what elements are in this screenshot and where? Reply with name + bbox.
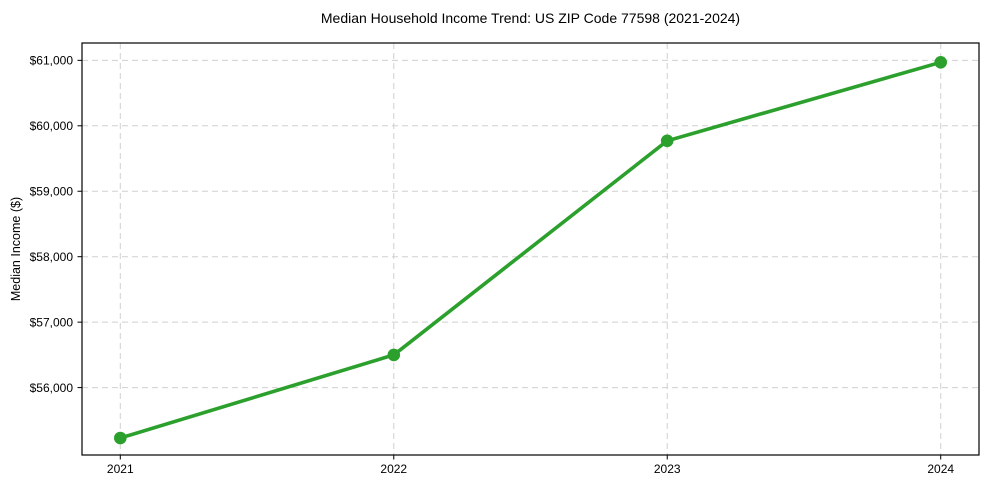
y-tick-label: $59,000	[30, 184, 74, 198]
y-tick-label: $60,000	[30, 119, 74, 133]
data-series	[114, 56, 947, 445]
y-tick-label: $57,000	[30, 315, 74, 329]
y-tick-label: $61,000	[30, 54, 74, 68]
x-tick-label: 2024	[927, 462, 954, 476]
axis-ticks: $56,000 $57,000 $58,000 $59,000 $60,000 $61,0…	[30, 54, 955, 476]
data-point-2022	[387, 348, 401, 362]
trend-line	[118, 60, 943, 440]
x-tick-label: 2023	[654, 462, 681, 476]
chart-title: Median Household Income Trend: US ZIP Co…	[321, 10, 740, 26]
y-tick-label: $58,000	[30, 250, 74, 264]
y-axis-label: Median Income ($)	[9, 197, 23, 301]
x-tick-label: 2021	[107, 462, 134, 476]
x-tick-label: 2022	[380, 462, 407, 476]
data-point-2021	[114, 431, 127, 445]
data-point-2024	[934, 56, 947, 69]
gridlines	[82, 43, 979, 455]
y-tick-label: $56,000	[30, 381, 74, 395]
plot-border	[81, 42, 980, 456]
data-point-2023	[660, 134, 674, 148]
